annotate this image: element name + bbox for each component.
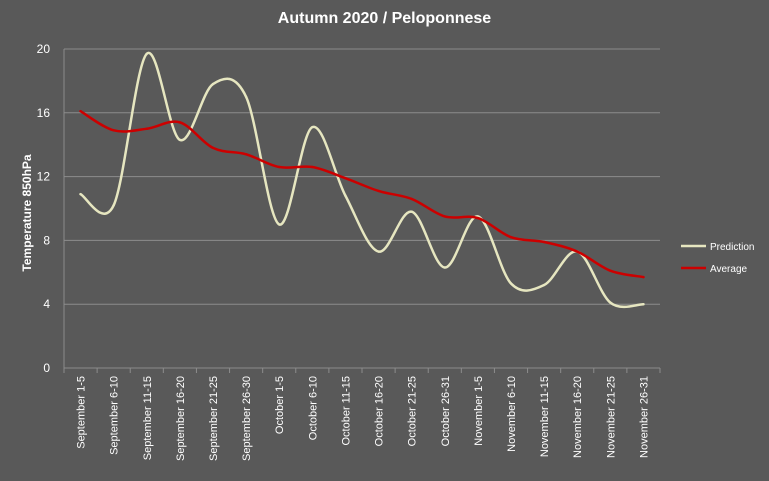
x-tick-label: October 6-10 (307, 376, 319, 440)
data-point-average (642, 275, 645, 279)
x-tick-label: September 11-15 (142, 376, 154, 460)
data-point-prediction (443, 266, 446, 269)
data-point-average (410, 197, 413, 201)
data-point-prediction (410, 210, 413, 213)
x-tick-label: September 1-5 (76, 376, 88, 449)
x-tick-label: September 26-30 (241, 376, 253, 461)
x-tick-label: October 21-25 (407, 376, 419, 446)
data-point-average (244, 153, 248, 156)
data-point-average (344, 176, 347, 180)
data-point-prediction (609, 301, 612, 304)
x-tick-label: October 1-5 (274, 376, 286, 434)
x-tick-label: September 21-25 (208, 376, 220, 461)
data-point-prediction (278, 223, 281, 226)
data-point-prediction (377, 250, 380, 253)
axis-layer: 0 4 8 12 16 20 September 1-5 September 6-10 Sept… (37, 42, 661, 461)
data-point-prediction (542, 283, 546, 287)
data-point-average (576, 250, 579, 253)
data-point-average (178, 121, 182, 124)
data-point-average (79, 110, 82, 113)
y-axis-label: Temperature 850hPa (20, 154, 34, 271)
x-tick-label: October 11-15 (340, 376, 352, 446)
data-point-prediction (311, 125, 314, 129)
data-point-average (145, 127, 148, 130)
series-line-prediction (79, 51, 645, 309)
y-tick-label: 8 (43, 233, 50, 247)
x-tick-label: November 21-25 (605, 376, 617, 458)
x-tick-label: September 16-20 (175, 376, 187, 461)
x-tick-label: November 26-31 (638, 376, 650, 458)
y-tick-label: 0 (43, 361, 50, 375)
x-tick-label: November 6-10 (506, 376, 518, 452)
data-point-average (278, 165, 281, 169)
data-point-prediction (112, 204, 115, 207)
data-point-prediction (509, 282, 513, 285)
data-point-prediction (344, 194, 347, 197)
x-tick-label: November 1-5 (473, 376, 485, 446)
data-point-average (211, 146, 215, 150)
legend-label-average: Average (710, 264, 748, 275)
data-point-prediction (211, 82, 215, 86)
data-point-prediction (642, 303, 645, 306)
x-tick-label: November 16-20 (572, 376, 584, 458)
data-point-average (443, 215, 446, 218)
legend-label-prediction: Prediction (710, 242, 754, 253)
data-point-average (542, 240, 546, 244)
chart-title: Autumn 2020 / Peloponnese (277, 10, 492, 27)
legend: Prediction Average (681, 242, 754, 275)
data-point-prediction (79, 192, 82, 196)
grid-layer (64, 48, 660, 305)
series-layer (79, 51, 645, 309)
series-line-average (79, 109, 645, 279)
x-tick-label: September 6-10 (109, 376, 121, 455)
y-tick-label: 16 (37, 106, 51, 120)
x-tick-label: October 16-20 (374, 376, 386, 446)
data-point-average (476, 216, 480, 220)
data-point-prediction (178, 138, 182, 142)
data-point-prediction (145, 52, 148, 55)
data-point-average (311, 165, 314, 169)
data-point-prediction (244, 95, 248, 99)
y-tick-label: 4 (43, 297, 50, 311)
x-tick-label: October 26-31 (440, 376, 452, 446)
y-tick-label: 12 (37, 170, 51, 184)
data-point-average (377, 189, 380, 193)
y-tick-label: 20 (37, 42, 51, 56)
data-point-average (509, 236, 513, 239)
data-point-average (112, 129, 115, 132)
x-tick-label: November 11-15 (539, 376, 551, 457)
data-point-average (609, 269, 612, 272)
